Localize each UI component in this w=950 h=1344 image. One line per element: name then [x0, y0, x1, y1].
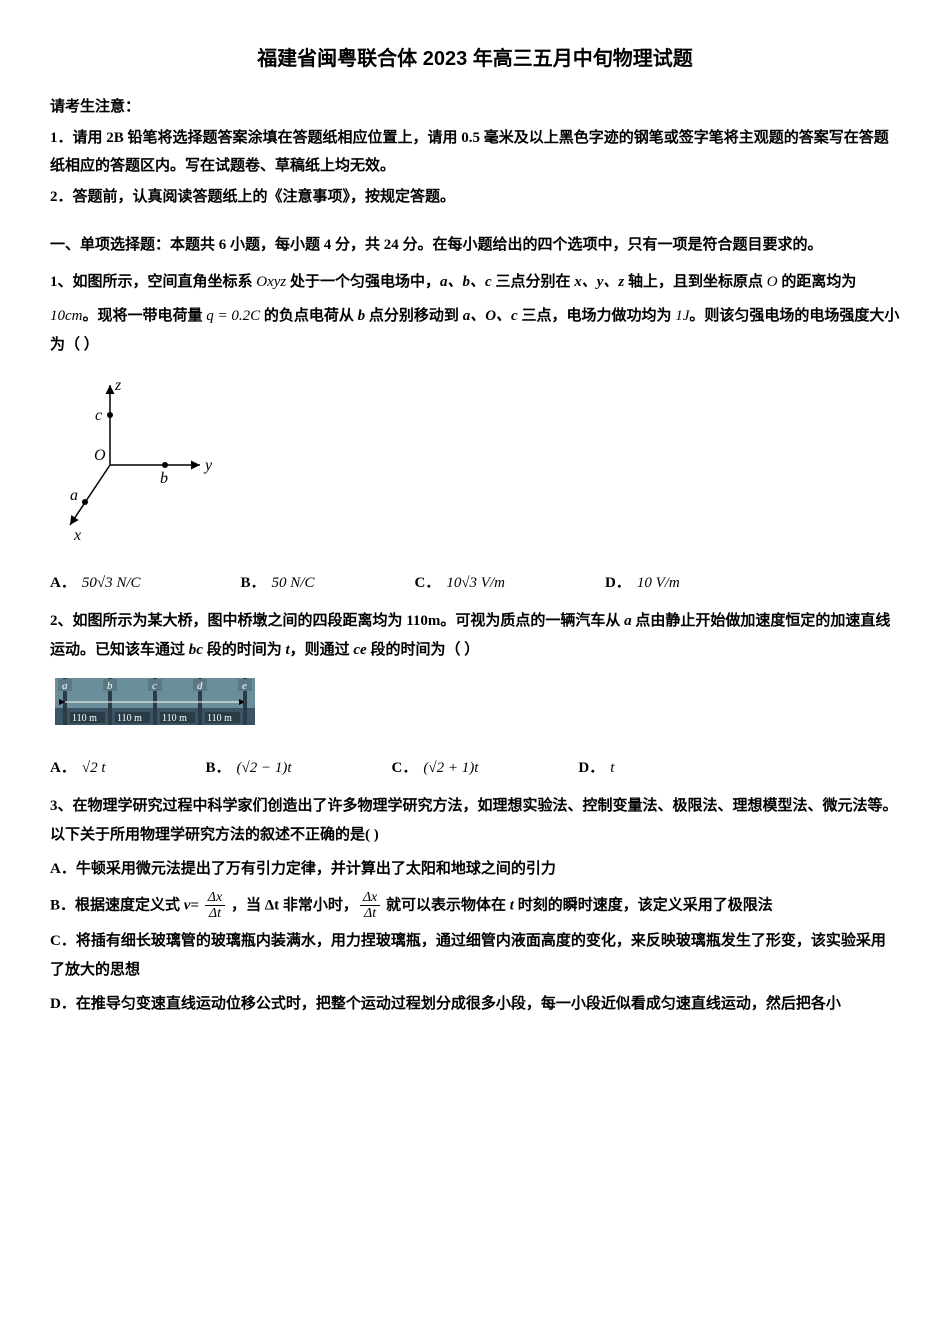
q3-A: A．牛顿采用微元法提出了万有引力定律，并计算出了太阳和地球之间的引力 [50, 855, 900, 884]
q1-opt-b-label: B． [241, 575, 266, 591]
q3-D: D．在推导匀变速直线运动位移公式时，把整个运动过程划分成很多小段，每一小段近似看… [50, 990, 900, 1019]
q1-opt-a-label: A． [50, 575, 76, 591]
q3-text: 3、在物理学研究过程中科学家们创造出了许多物理学研究方法，如理想实验法、控制变量… [50, 792, 900, 849]
q1-oxyz: Oxyz [256, 274, 286, 290]
q1-opt-c: 10√3 V/m [446, 575, 505, 591]
q1-text-d: 轴上，且到坐标原点 [624, 274, 767, 290]
q3-B-d: 时刻的瞬时速度，该定义采用了极限法 [514, 897, 773, 913]
q3-B-dt2: Δt [360, 906, 380, 921]
section1-heading: 一、单项选择题：本题共 6 小题，每小题 4 分，共 24 分。在每小题给出的四… [50, 231, 900, 260]
question-2: 2、如图所示为某大桥，图中桥墩之间的四段距离均为 110m。可视为质点的一辆汽车… [50, 607, 900, 782]
q2-ce: ce [353, 642, 366, 658]
q1-text-b: 处于一个匀强电场中， [286, 274, 440, 290]
q1-label-y: y [203, 457, 213, 474]
q1-text-a: 1、如图所示，空间直角坐标系 [50, 274, 256, 290]
q1-label-b: b [160, 470, 168, 487]
q1-q: q = 0.2C [206, 308, 260, 324]
q2-opt-d-label: D． [578, 760, 604, 776]
q2-opt-b: (√2 − 1)t [237, 760, 292, 776]
q1-text-c: 三点分别在 [492, 274, 575, 290]
q1-opt-c-label: C． [414, 575, 440, 591]
q1-text-h: 点分别移动到 [365, 308, 463, 324]
q1-label-c: c [95, 407, 102, 424]
q1-abc: a、b、c [440, 274, 492, 290]
q3-B-dx2: Δx [360, 890, 380, 906]
q2-diagram: a b c d e 110 m 110 m 110 m 110 m [50, 675, 260, 730]
q3-B-a: B．根据速度定义式 [50, 897, 184, 913]
instructions-line2: 2．答题前，认真阅读答题纸上的《注意事项》，按规定答题。 [50, 183, 900, 212]
instructions-line1: 1．请用 2B 铅笔将选择题答案涂填在答题纸相应位置上，请用 0.5 毫米及以上… [50, 124, 900, 181]
q3-B-c: 就可以表示物体在 [382, 897, 510, 913]
q2-text-d: ，则通过 [290, 642, 354, 658]
q3-B-b: ，当 Δt 非常小时， [227, 897, 358, 913]
q1-work: 1J [675, 308, 689, 324]
q3-B-frac2: ΔxΔt [360, 890, 380, 922]
q3-B-eq: = [190, 897, 202, 913]
q2-dist-4: 110 m [207, 713, 232, 724]
q1-aoc: a、O、c [463, 308, 518, 324]
q2-a: a [624, 613, 632, 629]
q2-dist-3: 110 m [162, 713, 187, 724]
q2-opt-a-label: A． [50, 760, 76, 776]
q1-text-f: 。现将一带电荷量 [83, 308, 207, 324]
question-1: 1、如图所示，空间直角坐标系 Oxyz 处于一个匀强电场中，a、b、c 三点分别… [50, 268, 900, 598]
q1-text-i: 三点，电场力做功均为 [518, 308, 676, 324]
q1-text-e: 的距离均为 [778, 274, 857, 290]
q2-text-a: 2、如图所示为某大桥，图中桥墩之间的四段距离均为 110m。可视为质点的一辆汽车… [50, 613, 624, 629]
q2-opt-d: t [610, 760, 614, 776]
q1-opt-d-label: D． [605, 575, 631, 591]
q1-opt-d: 10 V/m [637, 575, 680, 591]
q2-text-c: 段的时间为 [203, 642, 286, 658]
q1-xyz: x、y、z [574, 274, 624, 290]
q2-lbl-c: c [152, 680, 157, 692]
page-title: 福建省闽粤联合体 2023 年高三五月中旬物理试题 [50, 40, 900, 78]
q2-lbl-b: b [107, 680, 113, 692]
q2-dist-2: 110 m [117, 713, 142, 724]
q1-O: O [767, 274, 778, 290]
question-3: 3、在物理学研究过程中科学家们创造出了许多物理学研究方法，如理想实验法、控制变量… [50, 792, 900, 1019]
q2-opt-a: √2 t [82, 760, 106, 776]
q1-label-z: z [114, 377, 122, 394]
q1-label-a: a [70, 487, 78, 504]
q1-label-O: O [94, 447, 106, 464]
q2-bc: bc [189, 642, 203, 658]
q1-options: A． 50√3 N/C B． 50 N/C C． 10√3 V/m D． 10 V/m [50, 569, 900, 598]
q2-opt-b-label: B． [206, 760, 231, 776]
q2-lbl-d: d [197, 680, 203, 692]
q1-text-g: 的负点电荷从 [260, 308, 358, 324]
q3-B-dx1: Δx [205, 890, 225, 906]
q2-opt-c-label: C． [392, 760, 418, 776]
instructions-heading: 请考生注意： [50, 93, 900, 122]
q2-options: A． √2 t B． (√2 − 1)t C． (√2 + 1)t D． t [50, 754, 900, 783]
q2-opt-c: (√2 + 1)t [423, 760, 478, 776]
q2-text-e: 段的时间为（ ） [367, 642, 480, 658]
q1-opt-a: 50√3 N/C [82, 575, 141, 591]
q2-dist-1: 110 m [72, 713, 97, 724]
q3-C: C．将插有细长玻璃管的玻璃瓶内装满水，用力捏玻璃瓶，通过细管内液面高度的变化，来… [50, 927, 900, 984]
q1-opt-b: 50 N/C [272, 575, 315, 591]
q3-B-frac1: ΔxΔt [205, 890, 225, 922]
q3-B-dt1: Δt [205, 906, 225, 921]
q1-len: 10cm [50, 308, 83, 324]
q1-diagram: z c O y b a x [60, 375, 220, 545]
q1-label-x: x [73, 527, 81, 544]
instructions-block: 请考生注意： 1．请用 2B 铅笔将选择题答案涂填在答题纸相应位置上，请用 0.… [50, 93, 900, 211]
q2-lbl-a: a [62, 680, 68, 692]
q2-lbl-e: e [242, 680, 247, 692]
